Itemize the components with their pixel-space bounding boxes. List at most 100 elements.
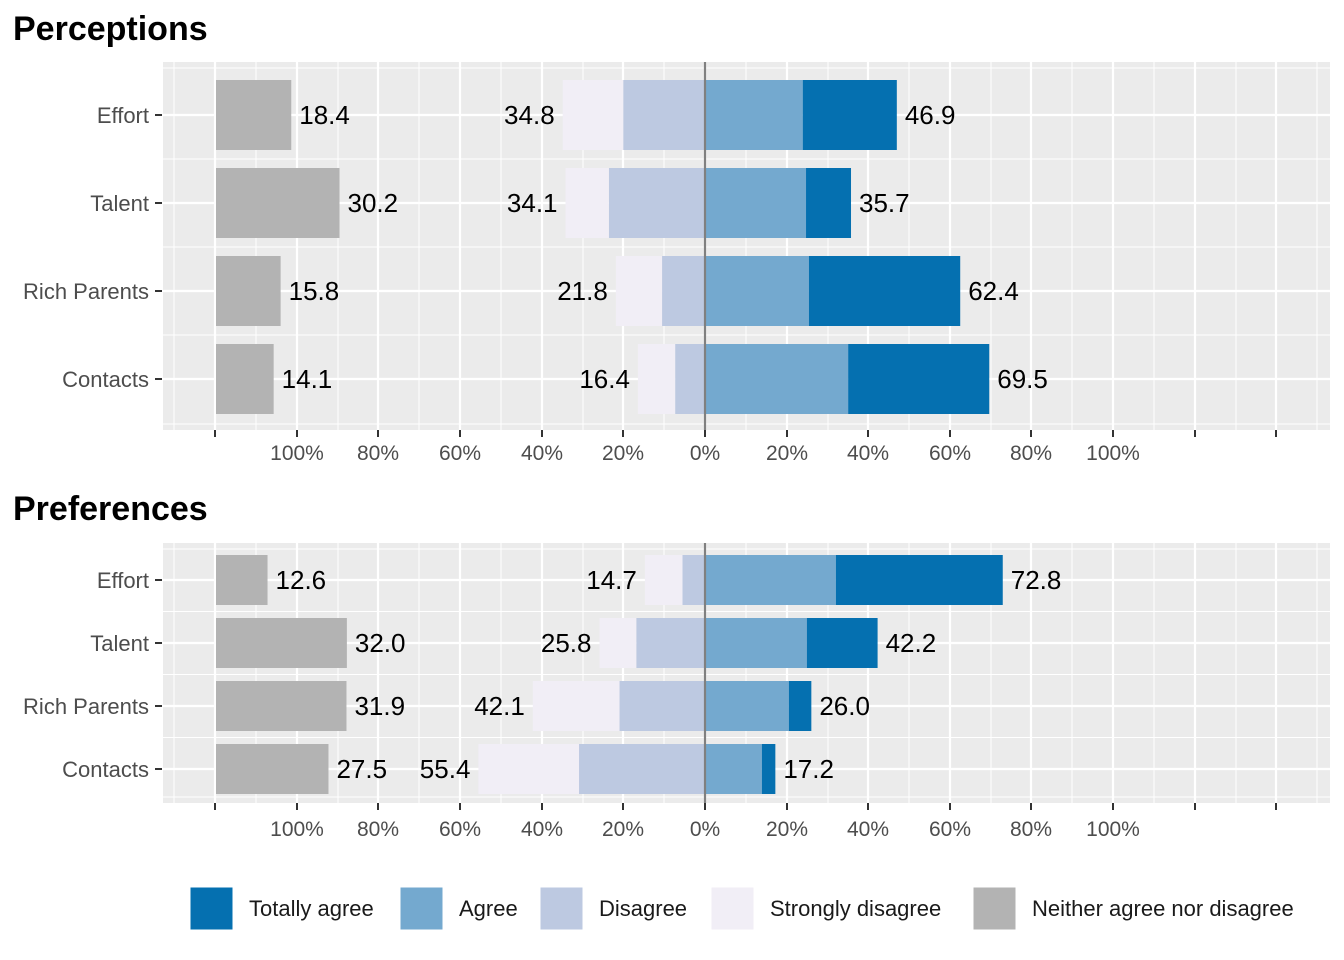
- category-label: Contacts: [62, 367, 149, 392]
- data-label-agree-total: 17.2: [783, 754, 834, 784]
- bar-disagree: [636, 618, 705, 668]
- bar-neither: [216, 168, 340, 238]
- bar-disagree: [682, 555, 705, 605]
- bar-neither: [216, 555, 268, 605]
- category-label: Effort: [97, 103, 149, 128]
- data-label-disagree-total: 16.4: [579, 364, 630, 394]
- x-tick-label: 0%: [690, 442, 720, 465]
- x-tick-label: 20%: [766, 818, 808, 841]
- legend: Totally agree Agree Disagree Strongly disag…: [189, 886, 1294, 931]
- bar-strongly-disagree: [562, 80, 624, 150]
- bar-totally-agree: [788, 681, 812, 731]
- data-label-neither: 15.8: [289, 276, 340, 306]
- data-label-disagree-total: 34.8: [504, 100, 555, 130]
- bar-neither: [216, 681, 347, 731]
- data-label-disagree-total: 34.1: [507, 188, 558, 218]
- x-tick-label: 20%: [602, 442, 644, 465]
- bar-strongly-disagree: [615, 256, 663, 326]
- x-tick-label: 80%: [1010, 818, 1052, 841]
- bar-agree: [705, 618, 807, 668]
- legend-label: Disagree: [599, 896, 687, 921]
- x-tick-label: 40%: [847, 818, 889, 841]
- bar-disagree: [608, 168, 705, 238]
- data-label-neither: 31.9: [354, 691, 405, 721]
- bar-totally-agree: [806, 618, 878, 668]
- bar-agree: [705, 555, 836, 605]
- bar-disagree: [662, 256, 705, 326]
- x-tick-label: 80%: [1010, 442, 1052, 465]
- data-label-neither: 30.2: [348, 188, 399, 218]
- panel-title: Preferences: [13, 490, 208, 528]
- data-label-disagree-total: 55.4: [420, 754, 471, 784]
- bar-strongly-disagree: [565, 168, 609, 238]
- legend-swatch: [710, 886, 755, 931]
- data-label-agree-total: 35.7: [859, 188, 910, 218]
- panel-perceptions: Perceptions 46.9 34.8 18.4 Effort 35.7 34.1 30.…: [13, 10, 1330, 465]
- bar-agree: [705, 344, 849, 414]
- data-label-agree-total: 26.0: [819, 691, 870, 721]
- bar-totally-agree: [761, 744, 776, 794]
- bar-neither: [216, 80, 292, 150]
- x-tick-label: 60%: [929, 818, 971, 841]
- x-tick-label: 40%: [521, 442, 563, 465]
- data-label-disagree-total: 42.1: [474, 691, 525, 721]
- legend-label: Totally agree: [249, 896, 374, 921]
- data-label-agree-total: 42.2: [886, 628, 937, 658]
- data-label-disagree-total: 21.8: [557, 276, 608, 306]
- data-label-neither: 27.5: [336, 754, 387, 784]
- data-label-neither: 12.6: [276, 565, 327, 595]
- legend-swatch: [539, 886, 584, 931]
- bar-totally-agree: [802, 80, 897, 150]
- data-label-agree-total: 62.4: [968, 276, 1019, 306]
- x-tick-label: 60%: [439, 442, 481, 465]
- legend-label: Strongly disagree: [770, 896, 941, 921]
- bar-totally-agree: [835, 555, 1003, 605]
- x-tick-label: 60%: [439, 818, 481, 841]
- bar-strongly-disagree: [644, 555, 683, 605]
- bar-disagree: [579, 744, 705, 794]
- data-label-agree-total: 46.9: [905, 100, 956, 130]
- data-label-agree-total: 69.5: [997, 364, 1048, 394]
- bar-neither: [216, 618, 347, 668]
- x-tick-label: 60%: [929, 442, 971, 465]
- data-label-neither: 32.0: [355, 628, 406, 658]
- category-label: Effort: [97, 568, 149, 593]
- bar-neither: [216, 256, 281, 326]
- panel-title: Perceptions: [13, 10, 208, 48]
- category-label: Rich Parents: [23, 279, 149, 304]
- bar-disagree: [675, 344, 705, 414]
- bar-neither: [216, 744, 329, 794]
- legend-swatch: [189, 886, 234, 931]
- x-tick-label: 20%: [766, 442, 808, 465]
- bar-strongly-disagree: [478, 744, 580, 794]
- x-tick-label: 0%: [690, 818, 720, 841]
- category-label: Talent: [90, 631, 149, 656]
- bar-totally-agree: [848, 344, 990, 414]
- legend-swatch: [399, 886, 444, 931]
- bar-agree: [705, 256, 809, 326]
- legend-swatch: [972, 886, 1017, 931]
- legend-label: Agree: [459, 896, 518, 921]
- bar-agree: [705, 168, 807, 238]
- x-tick-label: 40%: [847, 442, 889, 465]
- bar-strongly-disagree: [637, 344, 676, 414]
- x-tick-label: 100%: [1086, 818, 1140, 841]
- bar-agree: [705, 80, 803, 150]
- data-label-neither: 18.4: [299, 100, 350, 130]
- bar-agree: [705, 744, 762, 794]
- category-label: Rich Parents: [23, 694, 149, 719]
- bar-disagree: [619, 681, 705, 731]
- x-tick-label: 100%: [1086, 442, 1140, 465]
- data-label-neither: 14.1: [282, 364, 333, 394]
- data-label-agree-total: 72.8: [1011, 565, 1062, 595]
- bar-totally-agree: [806, 168, 852, 238]
- x-tick-label: 100%: [270, 818, 324, 841]
- panel-preferences: Preferences 72.8 14.7 12.6 Effort 42.2 25.8 32.…: [13, 490, 1330, 841]
- bar-disagree: [623, 80, 705, 150]
- x-tick-label: 40%: [521, 818, 563, 841]
- x-tick-label: 80%: [357, 818, 399, 841]
- bar-neither: [216, 344, 274, 414]
- category-label: Contacts: [62, 757, 149, 782]
- data-label-disagree-total: 14.7: [586, 565, 637, 595]
